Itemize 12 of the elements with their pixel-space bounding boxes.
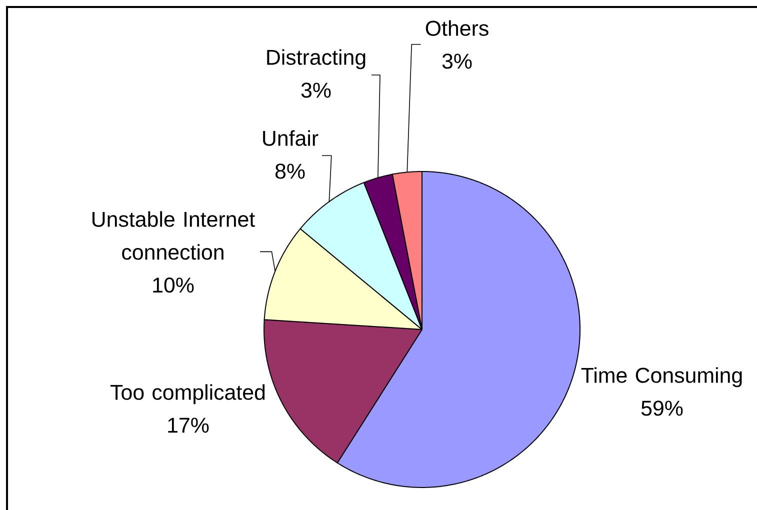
slice-label: Time Consuming	[581, 367, 742, 388]
data-label: 8%	[275, 164, 305, 179]
data-label: 17%	[168, 418, 209, 433]
data-label: 10%	[153, 278, 194, 293]
slice-label: Unfair	[263, 130, 318, 146]
slice-label: Distracting	[267, 49, 366, 70]
slice-label: Unstable Internet connection	[92, 211, 255, 260]
slice-label: Too complicated	[110, 384, 265, 404]
data-label: 3%	[442, 54, 472, 69]
data-label: 59%	[641, 400, 683, 416]
slice-label: Others	[426, 20, 488, 36]
data-label: 3%	[301, 82, 331, 98]
